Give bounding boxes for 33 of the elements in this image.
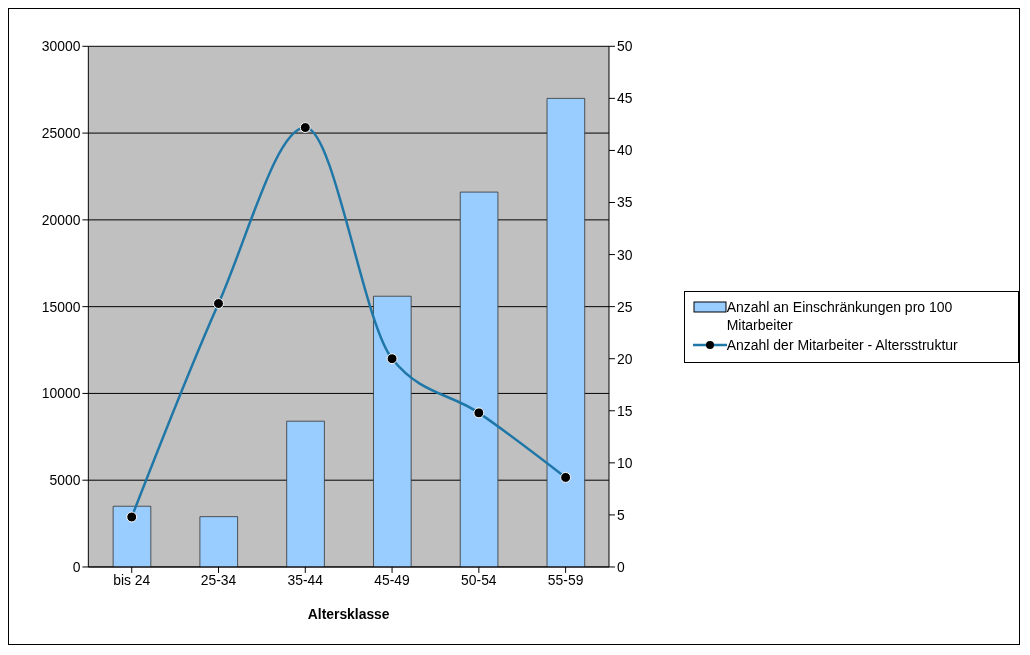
y-tick-label: 5000 [49, 472, 81, 489]
bar [112, 505, 152, 567]
x-tick-label: 45-49 [374, 571, 411, 588]
legend-label: Anzahl an Einschränkungen pro 100 Mitarbeiter [726, 297, 954, 334]
y2-tick-label: 45 [616, 90, 633, 107]
y2-tick-label: 30 [616, 246, 633, 263]
bar [199, 516, 238, 567]
y-tick-label: 20000 [41, 211, 81, 228]
x-axis-title: Altersklasse [307, 605, 390, 622]
legend-label: Anzahl der Mitarbeiter - Altersstruktur [726, 335, 958, 354]
y2-tick-label: 50 [616, 38, 633, 55]
x-tick-label: 55-59 [547, 571, 584, 588]
bar [459, 191, 499, 567]
y2-tick-label: 0 [616, 558, 625, 575]
bar [373, 295, 412, 567]
x-tick-label: 25-34 [200, 571, 237, 588]
y2-tick-label: 10 [616, 454, 633, 471]
y2-tick-label: 15 [616, 402, 633, 419]
y2-tick-label: 5 [616, 506, 625, 523]
y2-tick-label: 25 [616, 298, 633, 315]
x-tick-label: 35-44 [287, 571, 324, 588]
x-tick-label: bis 24 [113, 571, 151, 588]
y2-tick-label: 35 [616, 194, 633, 211]
y-tick-label: 0 [72, 558, 81, 575]
y-tick-label: 25000 [41, 125, 81, 142]
y2-tick-label: 40 [616, 142, 633, 159]
y-tick-label: 15000 [41, 298, 81, 315]
y-tick-label: 10000 [41, 385, 81, 402]
bar [286, 420, 325, 567]
bar [546, 97, 586, 567]
y-tick-label: 30000 [41, 38, 81, 55]
y2-tick-label: 20 [616, 350, 633, 367]
x-tick-label: 50-54 [461, 571, 497, 588]
